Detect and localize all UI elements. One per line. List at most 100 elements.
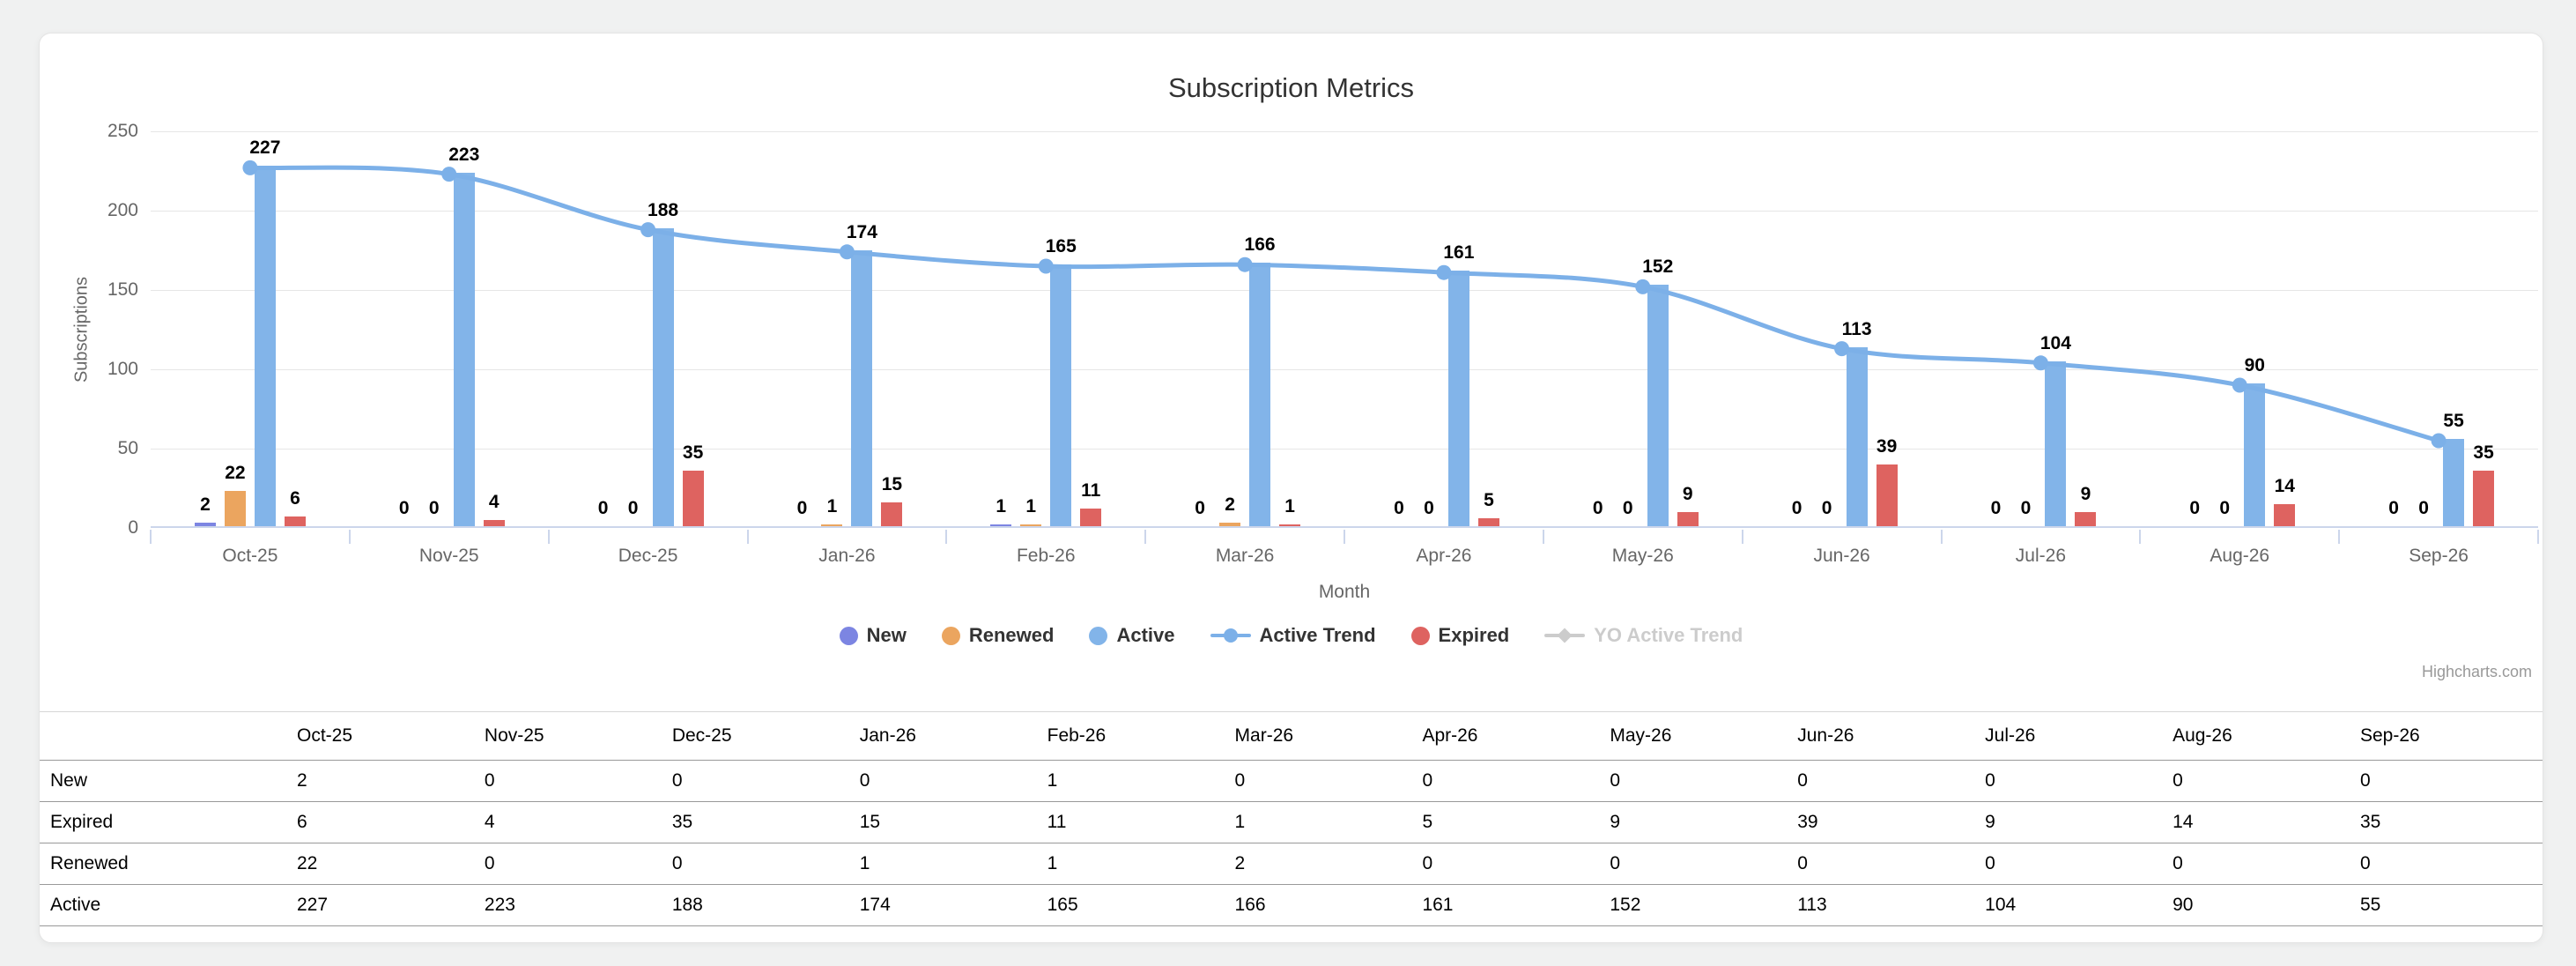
x-axis-tick — [2338, 530, 2341, 544]
expired-bar[interactable] — [2473, 471, 2495, 526]
table-cell: 15 — [854, 801, 1042, 843]
legend-label: Active Trend — [1259, 624, 1376, 646]
bar-value-label: 161 — [1443, 242, 1475, 264]
bar-value-label: 0 — [2418, 498, 2429, 518]
active-bar[interactable] — [1249, 263, 1271, 526]
renewed-bar[interactable] — [1020, 524, 1042, 526]
x-axis-tick — [1344, 530, 1345, 544]
trend-point-marker[interactable] — [441, 167, 457, 182]
table-cell: 165 — [1041, 884, 1230, 926]
legend-item-yo-active-trend[interactable]: YO Active Trend — [1544, 624, 1743, 647]
trend-point-marker[interactable] — [2431, 433, 2446, 449]
highcharts-credit-link[interactable]: Highcharts.com — [2421, 663, 2532, 680]
table-cell: 188 — [666, 884, 855, 926]
x-axis-title: Month — [1318, 582, 1371, 602]
table-row: New 2 0 0 0 1 0 0 0 0 0 0 0 — [40, 760, 2543, 802]
legend-label: New — [866, 624, 907, 646]
trend-point-marker[interactable] — [640, 222, 656, 238]
trend-point-marker[interactable] — [1436, 264, 1452, 280]
new-bar[interactable] — [194, 523, 216, 526]
table-cell: 9 — [1980, 801, 2168, 843]
active-bar[interactable] — [1647, 285, 1669, 526]
bar-value-label: 55 — [2443, 411, 2464, 431]
legend-item-active[interactable]: Active — [1089, 624, 1175, 647]
y-axis-tick-label: 200 — [107, 200, 138, 220]
table-cell: 55 — [2354, 884, 2543, 926]
active-bar[interactable] — [1050, 264, 1072, 526]
table-cell: 1 — [1229, 801, 1418, 843]
legend-item-new[interactable]: New — [839, 624, 907, 647]
table-cell: 6 — [292, 801, 479, 843]
trend-point-marker[interactable] — [242, 160, 258, 175]
table-header-cell: Sep-26 — [2354, 712, 2543, 761]
bar-value-label: 165 — [1045, 236, 1077, 256]
table-header-cell: Apr-26 — [1417, 712, 1605, 761]
expired-bar[interactable] — [682, 471, 704, 526]
bar-value-label: 35 — [2473, 442, 2494, 463]
active-bar[interactable] — [453, 172, 475, 526]
y-axis-tick-label: 100 — [107, 359, 138, 379]
trend-point-marker[interactable] — [839, 244, 855, 260]
table-cell: 174 — [854, 884, 1042, 926]
trend-point-marker[interactable] — [1038, 258, 1054, 274]
trend-point-marker[interactable] — [1834, 341, 1850, 357]
x-axis-tick — [1542, 530, 1544, 544]
expired-bar[interactable] — [483, 519, 505, 526]
table-row-label: New — [40, 760, 292, 802]
bar-value-label: 1 — [996, 496, 1007, 517]
table-cell: 35 — [666, 801, 855, 843]
trend-line[interactable] — [249, 165, 2439, 443]
table-cell: 22 — [292, 843, 479, 885]
expired-bar[interactable] — [1080, 509, 1102, 526]
expired-bar[interactable] — [1477, 518, 1499, 526]
active-bar[interactable] — [2045, 360, 2067, 526]
active-bar[interactable] — [652, 227, 674, 526]
legend-item-expired[interactable]: Expired — [1410, 624, 1509, 647]
table-cell: 9 — [1604, 801, 1793, 843]
active-bar[interactable] — [2443, 439, 2465, 526]
trend-point-marker[interactable] — [1635, 279, 1651, 294]
bar-value-label: 0 — [627, 498, 639, 518]
trend-point-marker[interactable] — [1237, 256, 1253, 272]
y-axis-tick-label: 50 — [117, 438, 138, 458]
bar-value-label: 152 — [1642, 256, 1674, 278]
bar-value-label: 9 — [2080, 483, 2091, 504]
table-row-label: Active — [40, 884, 292, 926]
chart-legend: New Renewed Active Active Trend Expired YO Ac… — [40, 624, 2543, 647]
bar-value-label: 6 — [290, 488, 300, 509]
active-bar[interactable] — [1846, 346, 1868, 526]
expired-bar[interactable] — [2274, 503, 2296, 526]
renewed-bar[interactable] — [224, 491, 246, 526]
legend-marker-circle-icon — [941, 626, 960, 645]
legend-item-renewed[interactable]: Renewed — [941, 624, 1054, 647]
expired-bar[interactable] — [1876, 464, 1898, 526]
active-bar[interactable] — [2244, 383, 2266, 526]
legend-item-active-trend[interactable]: Active Trend — [1210, 624, 1376, 647]
new-bar[interactable] — [990, 524, 1012, 526]
table-cell: 0 — [2354, 760, 2543, 802]
table-cell: 0 — [2167, 760, 2355, 802]
table-cell: 223 — [478, 884, 667, 926]
trend-point-marker[interactable] — [2032, 355, 2048, 371]
expired-bar[interactable] — [1677, 511, 1699, 526]
trend-point-marker[interactable] — [2232, 377, 2247, 393]
table-cell: 0 — [1792, 760, 1980, 802]
active-bar[interactable] — [1447, 271, 1469, 526]
renewed-bar[interactable] — [1219, 523, 1241, 526]
chart-title: Subscription Metrics — [1167, 72, 1415, 103]
active-bar[interactable] — [254, 166, 276, 526]
bar-value-label: 0 — [1821, 498, 1832, 518]
legend-marker-circle-icon — [1410, 626, 1430, 645]
expired-bar[interactable] — [2075, 511, 2097, 526]
table-header-cell: Oct-25 — [292, 712, 479, 761]
bar-value-label: 0 — [1990, 498, 2002, 518]
bar-value-label: 166 — [1244, 234, 1276, 256]
table-cell: 0 — [1980, 843, 2168, 885]
expired-bar[interactable] — [1279, 524, 1301, 526]
active-bar[interactable] — [851, 249, 873, 526]
expired-bar[interactable] — [881, 502, 903, 526]
renewed-bar[interactable] — [821, 524, 843, 526]
expired-bar[interactable] — [284, 516, 306, 526]
bar-value-label: 0 — [597, 498, 609, 518]
